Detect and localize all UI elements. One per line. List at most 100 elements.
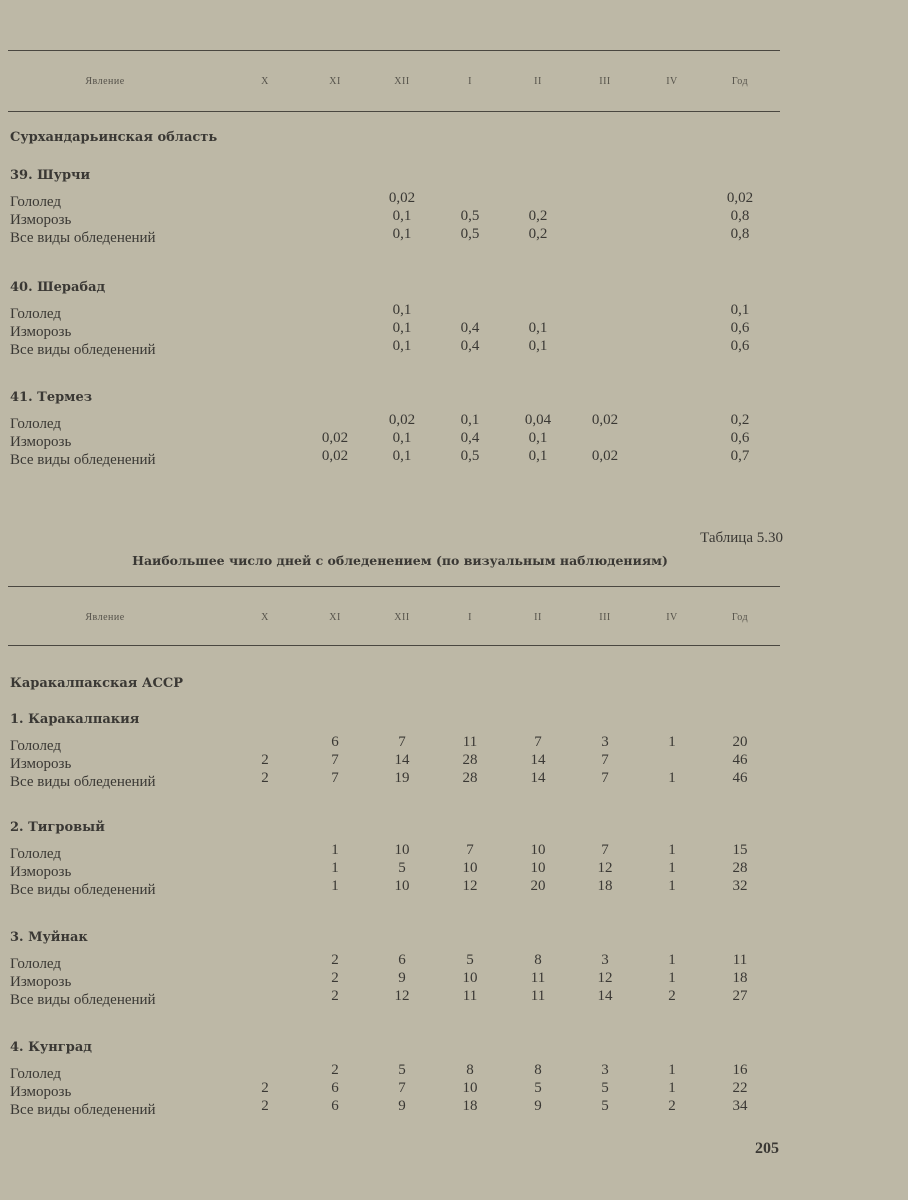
table-cell: 0,1: [528, 338, 548, 354]
table-cell: 11: [732, 952, 748, 968]
header-rule: [8, 645, 780, 646]
table-cell: 0,1: [460, 412, 480, 428]
table-cell: 0,6: [730, 430, 750, 446]
table-cell: 0,02: [388, 190, 416, 206]
row-label: Гололед: [10, 306, 62, 322]
row-label: Изморозь: [10, 324, 72, 340]
table-cell: 11: [530, 970, 546, 986]
table-cell: 14: [530, 770, 546, 786]
table-cell: 0,7: [730, 448, 750, 464]
table-cell: 8: [466, 1062, 474, 1078]
station-heading: 40. Шерабад: [10, 280, 106, 295]
table-cell: 7: [534, 734, 542, 750]
table-cell: 12: [597, 970, 613, 986]
table-title: Наибольшее число дней с обледенением (по…: [132, 553, 668, 568]
table-cell: 28: [732, 860, 748, 876]
table-cell: 0,2: [528, 226, 548, 242]
table-cell: 28: [462, 770, 478, 786]
region-heading: Сурхандарьинская область: [10, 130, 218, 145]
table-cell: 7: [601, 770, 609, 786]
row-label: Изморозь: [10, 212, 72, 228]
table-cell: 1: [668, 952, 676, 968]
table-cell: 0,1: [392, 208, 412, 224]
table-cell: 2: [261, 1080, 269, 1096]
column-header: XI: [329, 612, 341, 623]
table-cell: 34: [732, 1098, 748, 1114]
table-cell: 5: [534, 1080, 542, 1096]
table-cell: 6: [331, 1098, 339, 1114]
table-cell: 14: [394, 752, 410, 768]
table-cell: 0,1: [528, 448, 548, 464]
row-label: Все виды обледенений: [10, 230, 156, 246]
table-cell: 0,2: [730, 412, 750, 428]
table-cell: 2: [261, 752, 269, 768]
table-cell: 0,02: [321, 430, 349, 446]
table-cell: 2: [668, 988, 676, 1004]
table-cell: 2: [331, 1062, 339, 1078]
row-label: Все виды обледенений: [10, 1102, 156, 1118]
table-cell: 10: [394, 878, 410, 894]
table-cell: 1: [331, 860, 339, 876]
column-header: Год: [731, 76, 749, 87]
table-cell: 11: [530, 988, 546, 1004]
region-heading: Каракалпакская АССР: [10, 676, 183, 691]
page-number: 205: [755, 1140, 779, 1157]
table-cell: 0,02: [388, 412, 416, 428]
table-cell: 5: [601, 1080, 609, 1096]
column-header: I: [468, 612, 472, 623]
row-label: Все виды обледенений: [10, 882, 156, 898]
table-cell: 7: [466, 842, 474, 858]
column-header: III: [599, 76, 611, 87]
station-heading: 41. Термез: [10, 390, 93, 405]
row-label: Гололед: [10, 738, 62, 754]
row-label: Гололед: [10, 194, 62, 210]
table-cell: 10: [530, 860, 546, 876]
table-cell: 0,8: [730, 208, 750, 224]
table-cell: 0,5: [460, 448, 480, 464]
table-cell: 7: [331, 770, 339, 786]
table-cell: 1: [668, 734, 676, 750]
table-cell: 0,1: [392, 448, 412, 464]
row-label: Изморозь: [10, 434, 72, 450]
column-header: Год: [731, 612, 749, 623]
row-label: Гололед: [10, 416, 62, 432]
table-cell: 6: [331, 1080, 339, 1096]
column-header: II: [534, 612, 542, 623]
row-label: Все виды обледенений: [10, 452, 156, 468]
table-cell: 14: [530, 752, 546, 768]
table-cell: 0,4: [460, 320, 480, 336]
table-cell: 1: [331, 878, 339, 894]
table-cell: 1: [668, 860, 676, 876]
table-cell: 0,1: [392, 302, 412, 318]
table-cell: 0,8: [730, 226, 750, 242]
table-cell: 18: [732, 970, 748, 986]
table-cell: 1: [668, 770, 676, 786]
table-cell: 0,5: [460, 226, 480, 242]
table-cell: 5: [398, 1062, 406, 1078]
table-cell: 8: [534, 952, 542, 968]
table-cell: 0,02: [321, 448, 349, 464]
table-cell: 0,1: [730, 302, 750, 318]
table-cell: 0,4: [460, 430, 480, 446]
table-cell: 10: [462, 1080, 478, 1096]
table-cell: 20: [732, 734, 748, 750]
table-cell: 0,1: [392, 226, 412, 242]
table-cell: 15: [732, 842, 748, 858]
table-cell: 0,1: [392, 320, 412, 336]
column-header-phenomenon: Явление: [85, 76, 125, 87]
table-cell: 18: [462, 1098, 478, 1114]
table-cell: 0,2: [528, 208, 548, 224]
station-heading: 4. Кунград: [10, 1040, 92, 1055]
table-cell: 0,1: [392, 338, 412, 354]
table-cell: 1: [668, 1080, 676, 1096]
table-cell: 7: [398, 1080, 406, 1096]
table-cell: 8: [534, 1062, 542, 1078]
column-header: XII: [394, 612, 410, 623]
table-cell: 1: [668, 878, 676, 894]
table-cell: 10: [530, 842, 546, 858]
table-cell: 32: [732, 878, 748, 894]
table-cell: 28: [462, 752, 478, 768]
row-label: Гололед: [10, 846, 62, 862]
table-cell: 0,1: [528, 430, 548, 446]
table-cell: 22: [732, 1080, 748, 1096]
